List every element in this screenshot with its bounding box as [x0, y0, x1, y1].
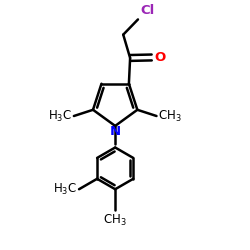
Text: CH$_3$: CH$_3$ — [103, 212, 127, 228]
Text: H$_3$C: H$_3$C — [53, 182, 77, 197]
Text: Cl: Cl — [140, 4, 154, 18]
Text: H$_3$C: H$_3$C — [48, 108, 72, 124]
Text: CH$_3$: CH$_3$ — [158, 108, 182, 124]
Text: N: N — [110, 125, 121, 138]
Text: O: O — [154, 51, 166, 64]
